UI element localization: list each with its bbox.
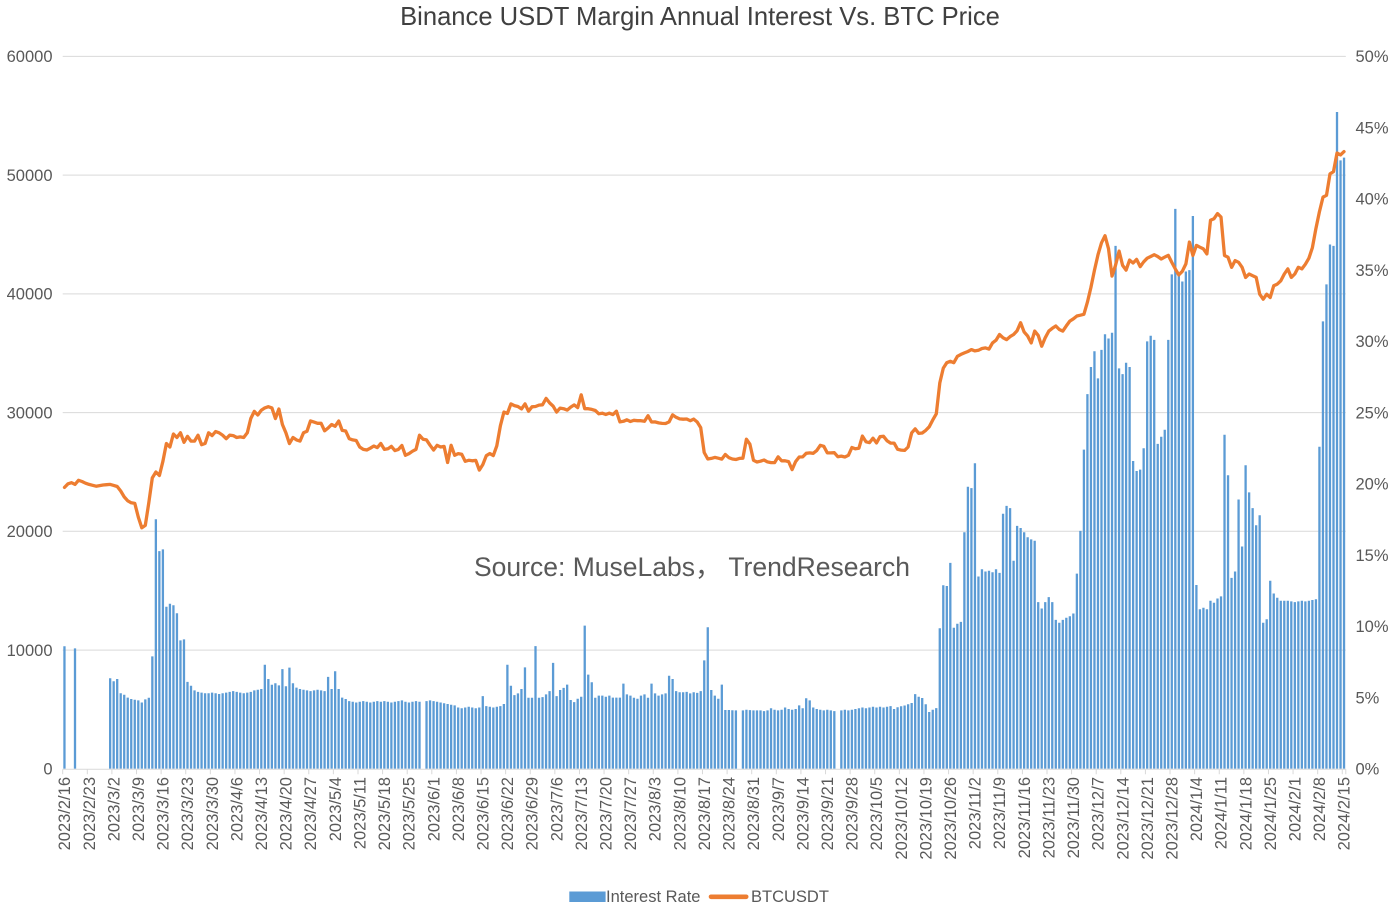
svg-text:2023/11/2: 2023/11/2: [967, 777, 985, 849]
svg-text:2023/5/11: 2023/5/11: [351, 777, 369, 849]
svg-text:2023/8/24: 2023/8/24: [721, 777, 739, 850]
svg-text:2023/9/7: 2023/9/7: [770, 777, 788, 841]
svg-text:2024/1/25: 2024/1/25: [1262, 777, 1280, 850]
svg-text:2023/3/2: 2023/3/2: [105, 777, 123, 841]
svg-text:2023/7/20: 2023/7/20: [598, 777, 616, 850]
svg-text:2023/8/17: 2023/8/17: [696, 777, 714, 850]
svg-text:50%: 50%: [1356, 48, 1389, 66]
svg-text:2024/2/8: 2024/2/8: [1311, 777, 1329, 841]
svg-text:0%: 0%: [1356, 761, 1380, 779]
svg-text:2023/6/15: 2023/6/15: [475, 777, 493, 850]
svg-text:2023/2/16: 2023/2/16: [56, 777, 74, 850]
svg-text:2024/1/11: 2024/1/11: [1213, 777, 1231, 849]
svg-text:2023/6/8: 2023/6/8: [450, 777, 468, 841]
svg-text:2023/12/14: 2023/12/14: [1114, 777, 1132, 860]
svg-text:2023/4/20: 2023/4/20: [278, 777, 296, 850]
svg-text:25%: 25%: [1356, 404, 1389, 422]
svg-text:0: 0: [43, 761, 52, 779]
svg-text:30000: 30000: [7, 404, 53, 422]
svg-text:2023/12/7: 2023/12/7: [1090, 777, 1108, 850]
svg-text:2023/11/16: 2023/11/16: [1016, 777, 1034, 858]
svg-text:2023/10/5: 2023/10/5: [868, 777, 886, 850]
svg-text:2023/5/4: 2023/5/4: [327, 777, 345, 841]
svg-text:2023/6/29: 2023/6/29: [524, 777, 542, 850]
svg-text:2023/10/19: 2023/10/19: [917, 777, 935, 860]
svg-text:35%: 35%: [1356, 262, 1389, 280]
svg-text:10%: 10%: [1356, 618, 1389, 636]
svg-text:2023/9/14: 2023/9/14: [794, 777, 812, 850]
svg-text:2023/9/21: 2023/9/21: [819, 777, 837, 850]
svg-text:2023/2/23: 2023/2/23: [81, 777, 99, 850]
svg-text:2023/11/9: 2023/11/9: [991, 777, 1009, 849]
svg-text:2024/1/18: 2024/1/18: [1237, 777, 1255, 850]
svg-text:45%: 45%: [1356, 119, 1389, 137]
svg-text:20000: 20000: [7, 523, 53, 541]
svg-text:2023/7/27: 2023/7/27: [622, 777, 640, 850]
svg-text:2023/10/12: 2023/10/12: [893, 777, 911, 860]
svg-text:10000: 10000: [7, 642, 53, 660]
svg-text:2023/4/6: 2023/4/6: [228, 777, 246, 841]
svg-text:60000: 60000: [7, 48, 53, 66]
svg-text:40000: 40000: [7, 286, 53, 304]
svg-text:2023/8/31: 2023/8/31: [745, 777, 763, 850]
svg-text:5%: 5%: [1356, 689, 1380, 707]
svg-text:2023/12/21: 2023/12/21: [1139, 777, 1157, 860]
svg-text:2023/11/23: 2023/11/23: [1041, 777, 1059, 858]
svg-text:2023/10/26: 2023/10/26: [942, 777, 960, 860]
svg-text:2023/4/27: 2023/4/27: [302, 777, 320, 850]
svg-text:2023/4/13: 2023/4/13: [253, 777, 271, 850]
svg-text:Binance USDT Margin Annual Int: Binance USDT Margin Annual Interest Vs. …: [400, 3, 1000, 31]
svg-text:Interest Rate: Interest Rate: [606, 888, 700, 906]
svg-text:2023/3/16: 2023/3/16: [155, 777, 173, 850]
svg-text:2023/6/1: 2023/6/1: [425, 777, 443, 841]
svg-text:2023/9/28: 2023/9/28: [844, 777, 862, 850]
svg-text:2023/7/6: 2023/7/6: [548, 777, 566, 841]
svg-text:2023/11/30: 2023/11/30: [1065, 777, 1083, 858]
svg-text:2023/3/9: 2023/3/9: [130, 777, 148, 841]
svg-text:2024/2/15: 2024/2/15: [1336, 777, 1354, 850]
svg-text:2023/6/22: 2023/6/22: [499, 777, 517, 850]
svg-text:2023/5/25: 2023/5/25: [401, 777, 419, 850]
svg-text:2023/7/13: 2023/7/13: [573, 777, 591, 850]
svg-text:20%: 20%: [1356, 476, 1389, 494]
svg-text:2024/2/1: 2024/2/1: [1287, 777, 1305, 841]
svg-text:2023/8/3: 2023/8/3: [647, 777, 665, 841]
svg-text:40%: 40%: [1356, 191, 1389, 209]
svg-text:50000: 50000: [7, 167, 53, 185]
svg-text:2023/8/10: 2023/8/10: [671, 777, 689, 850]
svg-text:15%: 15%: [1356, 547, 1389, 565]
svg-text:2024/1/4: 2024/1/4: [1188, 777, 1206, 841]
svg-text:Source: MuseLabs， TrendResearc: Source: MuseLabs， TrendResearch: [474, 552, 910, 582]
svg-text:2023/12/28: 2023/12/28: [1164, 777, 1182, 860]
svg-text:BTCUSDT: BTCUSDT: [751, 888, 829, 906]
svg-text:2023/3/30: 2023/3/30: [204, 777, 222, 850]
svg-text:30%: 30%: [1356, 333, 1389, 351]
svg-text:2023/3/23: 2023/3/23: [179, 777, 197, 850]
svg-text:2023/5/18: 2023/5/18: [376, 777, 394, 850]
